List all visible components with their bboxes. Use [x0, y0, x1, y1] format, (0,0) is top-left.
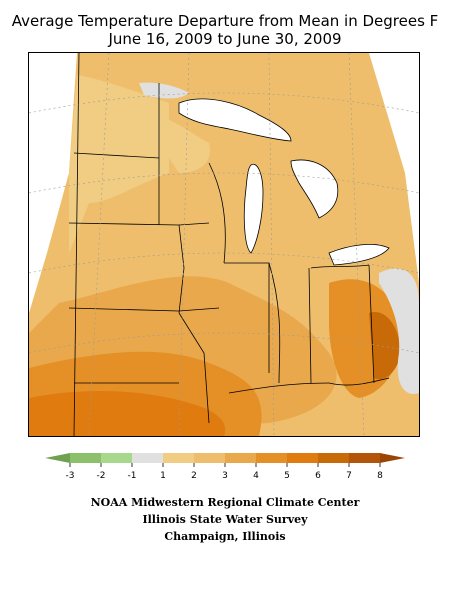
legend-swatch [318, 453, 349, 463]
legend-arrow-low [45, 453, 70, 463]
lake-huron [290, 159, 339, 219]
legend-tick-label: -3 [66, 471, 75, 481]
outside-region-right [369, 53, 419, 283]
map-title: Average Temperature Departure from Mean … [11, 12, 439, 30]
legend-swatch [349, 453, 380, 463]
legend-tick-label: 8 [377, 471, 383, 481]
legend-swatch [70, 453, 101, 463]
zone-gray-north [139, 82, 189, 99]
legend-tick-label: 7 [346, 471, 352, 481]
legend-tick-label: 5 [284, 471, 290, 481]
legend-tick-label: 1 [160, 471, 166, 481]
credit-line-2: Illinois State Water Survey [142, 513, 308, 526]
legend-swatch [287, 453, 318, 463]
zone-gray-east [379, 268, 419, 394]
credit-line-3: Champaign, Illinois [164, 530, 286, 543]
outside-region-left [29, 53, 77, 313]
legend-tick-label: 4 [253, 471, 259, 481]
credit-line-1: NOAA Midwestern Regional Climate Center [90, 496, 360, 509]
legend-tick-label: 3 [222, 471, 228, 481]
legend-swatch [132, 453, 163, 463]
lake-michigan [243, 163, 264, 254]
lake-erie [328, 243, 390, 266]
lake-superior [178, 98, 292, 142]
temperature-departure-map [28, 52, 420, 437]
graticule [29, 53, 419, 436]
zone-darkest-south [29, 391, 226, 436]
legend-swatch [225, 453, 256, 463]
legend-swatch [256, 453, 287, 463]
color-legend: -3 -2 -1 1 2 3 4 5 6 7 8 [45, 453, 405, 481]
legend-tick-label: 6 [315, 471, 321, 481]
map-date-range: June 16, 2009 to June 30, 2009 [108, 30, 342, 48]
legend-tick-label: -2 [97, 471, 106, 481]
legend-swatch [163, 453, 194, 463]
state-borders [68, 53, 390, 436]
zone-darkest-east [369, 312, 401, 380]
legend-tick-label: 2 [191, 471, 197, 481]
legend-swatch [101, 453, 132, 463]
zone-light-central [139, 113, 210, 173]
legend-swatch [194, 453, 225, 463]
legend-arrow-high [380, 453, 405, 463]
legend-tick-label: -1 [128, 471, 137, 481]
